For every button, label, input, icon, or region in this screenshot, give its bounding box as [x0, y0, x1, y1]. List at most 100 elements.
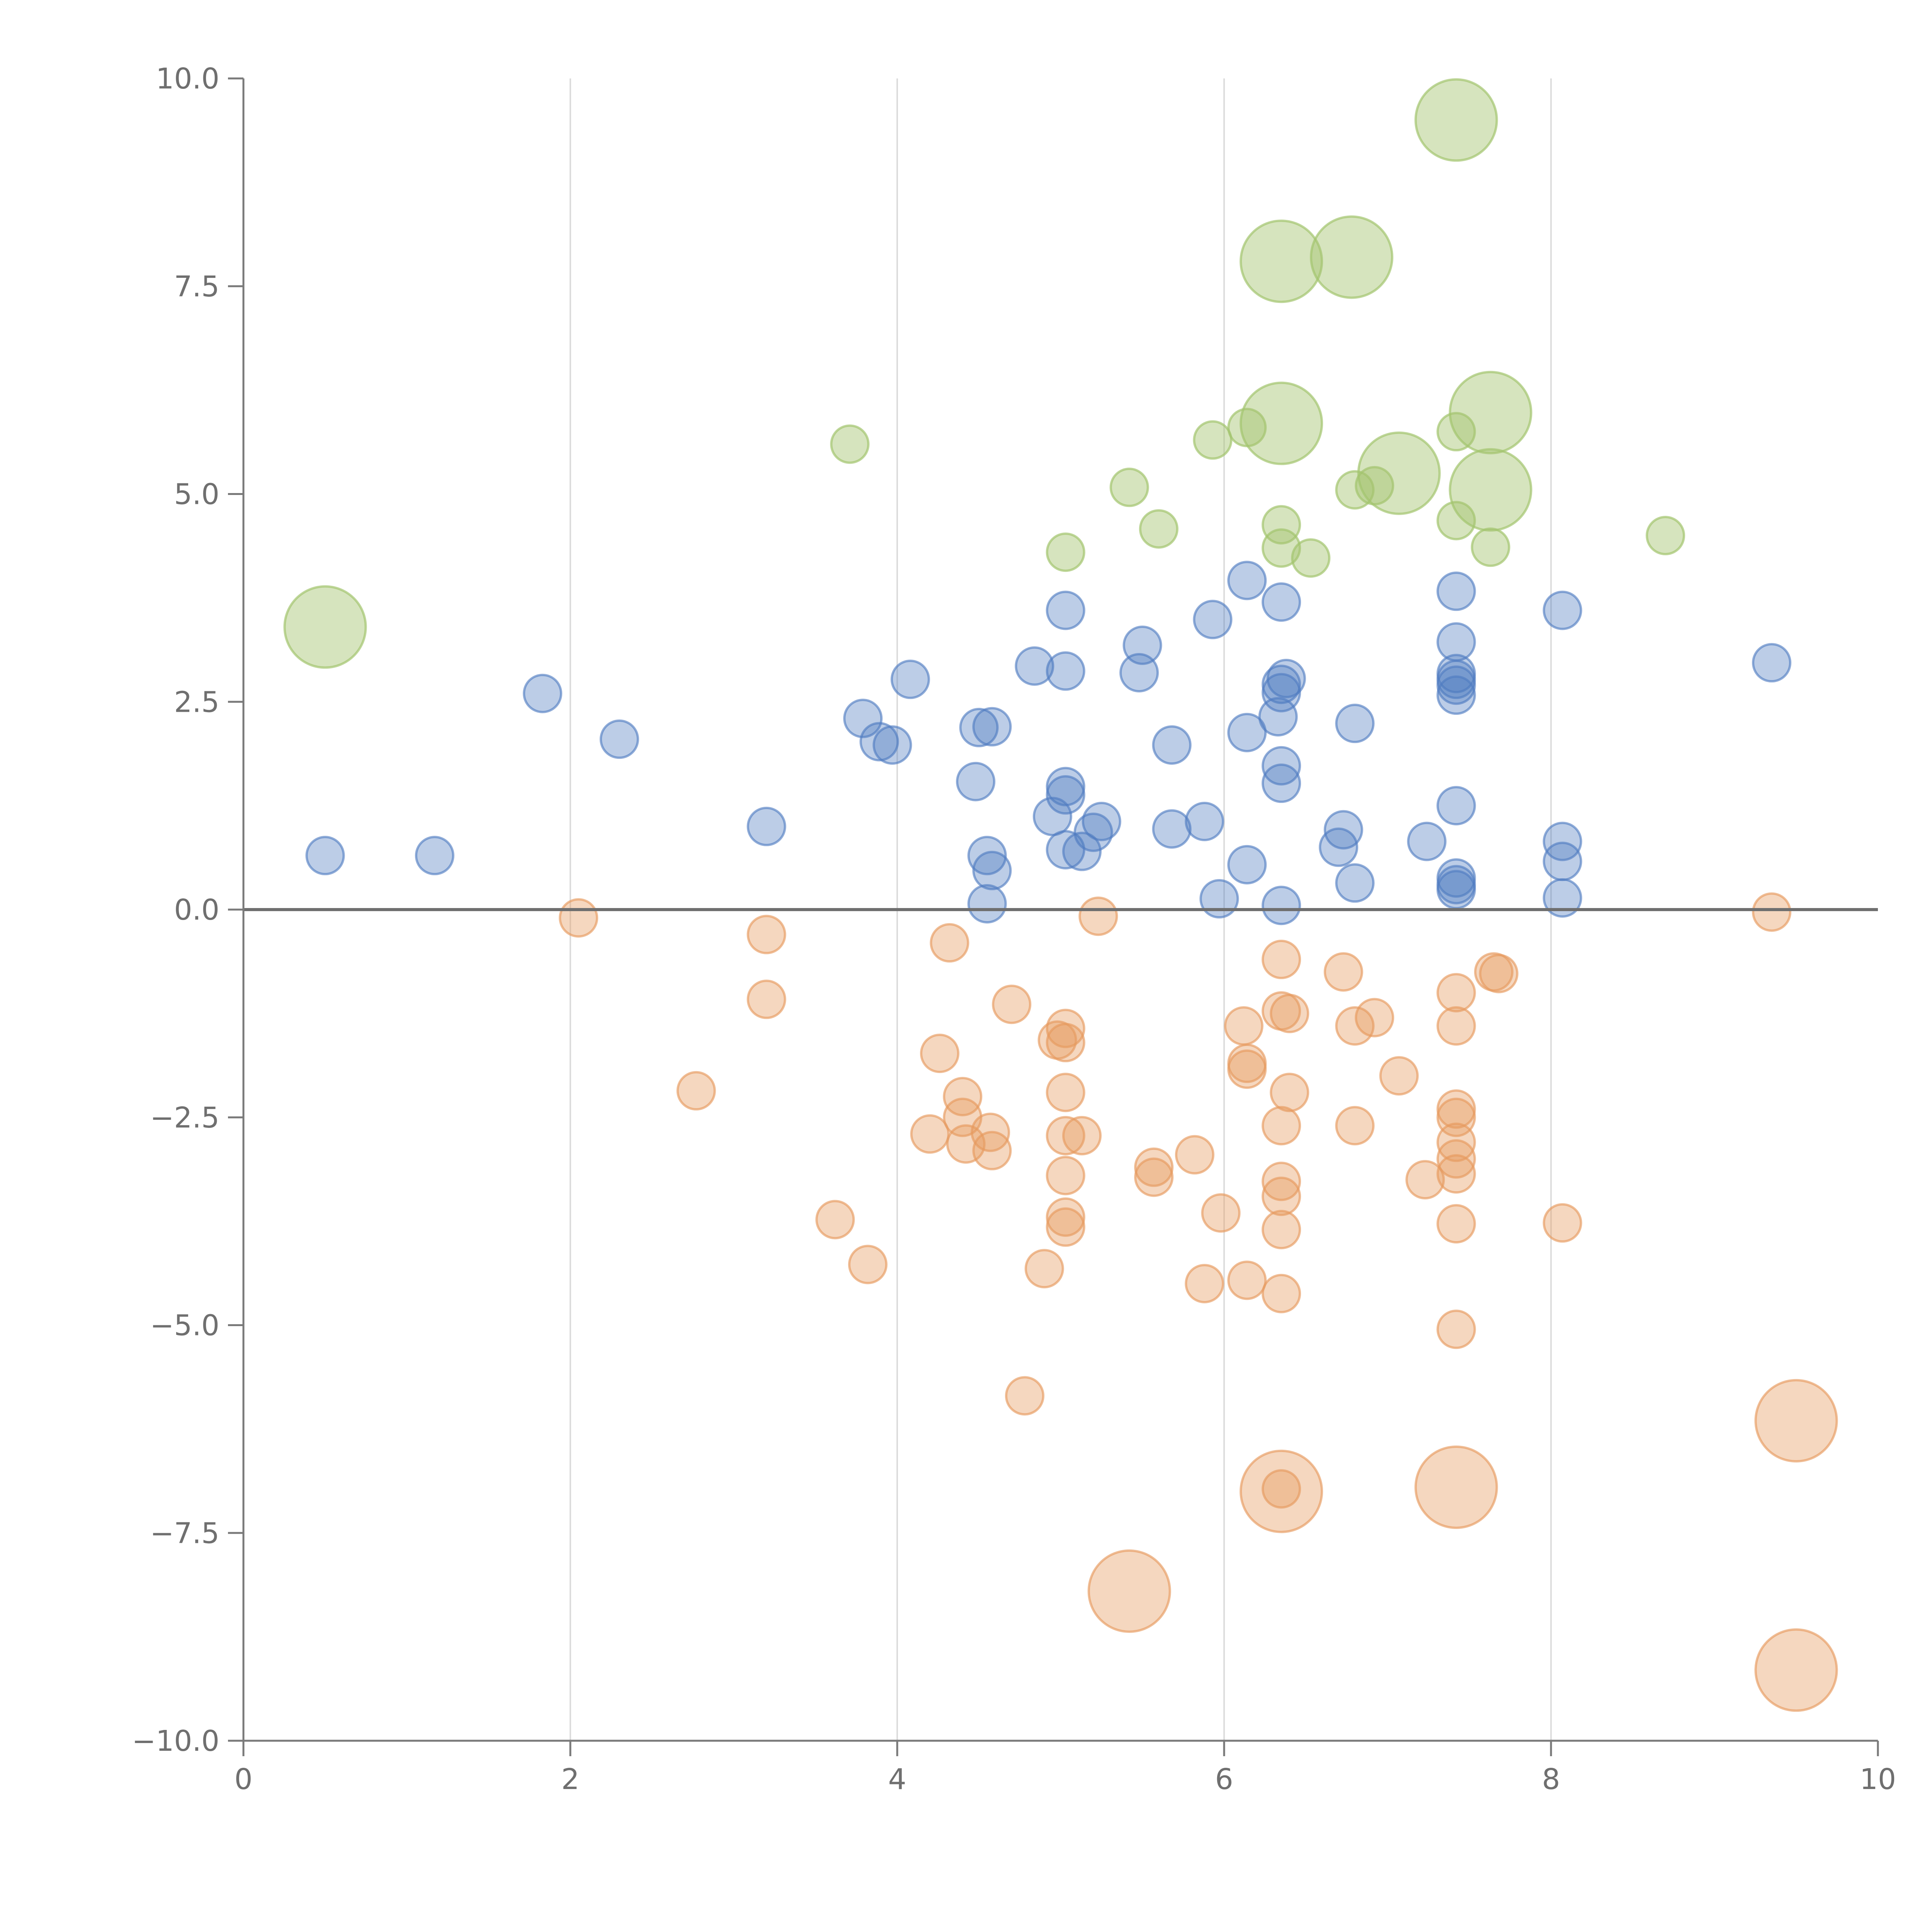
data-point-negative-48: [1323, 952, 1363, 992]
data-point-positive-60: [1543, 842, 1582, 881]
data-point-positive-21: [1046, 830, 1085, 870]
data-point-positive-7: [872, 725, 912, 765]
data-point-negative-5: [848, 1245, 888, 1284]
data-point-negative-2: [747, 915, 786, 954]
x-tick-label: 0: [234, 1763, 252, 1796]
data-point-negative-50: [1355, 998, 1395, 1037]
x-tick-label: 4: [888, 1763, 906, 1796]
x-tick-label: 2: [561, 1763, 579, 1796]
data-point-negative-11: [946, 1124, 986, 1164]
data-point-negative-62: [1436, 1310, 1476, 1349]
data-point-negative-51: [1379, 1056, 1419, 1096]
data-point-negative-22: [1062, 1116, 1102, 1156]
data-point-positive-11: [956, 762, 996, 801]
data-point-negative-59: [1436, 1139, 1476, 1179]
data-point-positive-13: [972, 850, 1012, 890]
data-point-highlight-20: [1449, 448, 1532, 532]
data-point-negative-55: [1436, 1006, 1476, 1046]
data-point-negative-26: [1078, 896, 1118, 936]
data-point-negative-67: [1752, 892, 1792, 932]
data-point-negative-20: [1046, 1073, 1085, 1112]
data-point-negative-19: [1046, 1023, 1085, 1063]
data-point-highlight-17: [1436, 501, 1476, 541]
data-point-highlight-18: [1414, 78, 1498, 162]
data-point-positive-52: [1436, 665, 1476, 705]
data-point-negative-4: [815, 1200, 855, 1240]
data-point-positive-30: [1193, 600, 1233, 639]
y-tick-label: 2.5: [174, 685, 219, 719]
data-point-positive-9: [959, 707, 999, 747]
data-point-negative-25: [1046, 1207, 1085, 1247]
tick-labels: 0 2 4 6 8 10 −10.0 −7.5 −5.0 −2.5 0.0 2.5 5.0 7.5 10.0: [132, 62, 1896, 1796]
data-point-positive-1: [415, 836, 454, 876]
x-tick-label: 8: [1542, 1763, 1560, 1796]
data-point-positive-0: [305, 836, 345, 876]
data-point-positive-10: [972, 707, 1012, 747]
data-point-positive-54: [1436, 786, 1476, 826]
data-point-negative-46: [1262, 1469, 1301, 1509]
data-point-negative-53: [1405, 1160, 1445, 1200]
data-point-negative-33: [1224, 1006, 1264, 1046]
data-point-positive-34: [1227, 845, 1267, 884]
data-point-positive-4: [747, 806, 786, 846]
data-point-positive-45: [1335, 704, 1375, 743]
data-point-positive-5: [843, 699, 883, 738]
data-point-negative-52: [1335, 1106, 1375, 1146]
data-point-positive-27: [1152, 725, 1192, 765]
data-point-negative-9: [943, 1077, 983, 1116]
y-tick-label: 7.5: [174, 270, 219, 303]
data-point-negative-6: [910, 1114, 950, 1154]
data-point-negative-69: [1754, 1628, 1838, 1712]
data-point-highlight-3: [1109, 468, 1149, 507]
data-point-negative-23: [1046, 1156, 1085, 1196]
data-point-positive-59: [1543, 821, 1582, 861]
data-point-negative-56: [1436, 1089, 1476, 1129]
data-point-positive-53: [1436, 675, 1476, 715]
data-point-negative-45: [1262, 1274, 1301, 1313]
data-point-positive-15: [1015, 646, 1054, 686]
data-point-negative-32: [1185, 1264, 1225, 1303]
data-point-highlight-9: [1262, 505, 1301, 545]
data-point-negative-7: [920, 1034, 959, 1073]
data-point-highlight-7: [1240, 381, 1323, 465]
y-tick-label: 10.0: [156, 62, 219, 95]
y-tick-label: 0.0: [174, 893, 219, 927]
data-point-negative-58: [1436, 1122, 1476, 1162]
data-point-negative-39: [1270, 993, 1310, 1033]
data-point-negative-68: [1754, 1379, 1838, 1463]
data-point-positive-31: [1199, 879, 1239, 919]
data-point-positive-35: [1262, 582, 1301, 622]
data-point-highlight-10: [1262, 528, 1301, 568]
data-point-highlight-1: [830, 424, 870, 464]
data-point-positive-26: [1122, 625, 1162, 665]
data-point-negative-49: [1335, 1006, 1375, 1046]
data-point-positive-57: [1436, 870, 1476, 910]
data-point-positive-42: [1262, 886, 1301, 925]
data-point-highlight-2: [1046, 532, 1085, 572]
data-point-positive-29: [1185, 801, 1225, 841]
data-point-negative-43: [1262, 1177, 1301, 1216]
data-point-positive-46: [1335, 863, 1375, 903]
data-point-positive-41: [1262, 764, 1301, 803]
data-point-negative-41: [1262, 1106, 1301, 1146]
data-point-negative-8: [930, 923, 969, 963]
data-point-negative-37: [1262, 940, 1301, 980]
x-tick-label: 6: [1215, 1763, 1233, 1796]
data-point-negative-63: [1414, 1445, 1498, 1529]
data-point-negative-29: [1134, 1157, 1174, 1197]
data-point-negative-3: [747, 980, 786, 1019]
y-tick-label: −2.5: [150, 1101, 219, 1134]
data-point-negative-66: [1543, 1203, 1582, 1243]
data-point-negative-13: [972, 1131, 1012, 1170]
data-point-negative-15: [1005, 1376, 1044, 1416]
data-point-positive-20: [1032, 797, 1072, 837]
data-point-highlight-22: [1646, 516, 1685, 556]
data-point-negative-1: [676, 1071, 716, 1111]
data-point-highlight-5: [1193, 420, 1233, 460]
data-point-negative-24: [1046, 1197, 1085, 1237]
axes: [228, 77, 1879, 1756]
data-point-positive-6: [859, 722, 899, 762]
data-point-positive-44: [1319, 827, 1359, 867]
data-point-negative-42: [1262, 1162, 1301, 1201]
data-point-highlight-12: [1310, 215, 1393, 299]
